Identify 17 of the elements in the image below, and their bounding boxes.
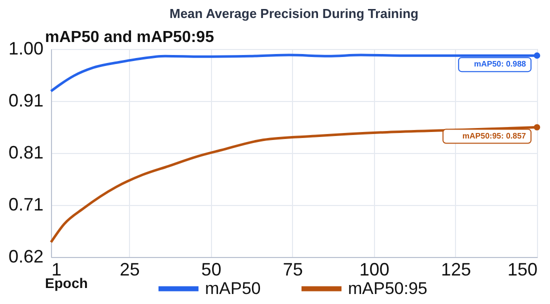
x-tick-label: 100 — [359, 260, 390, 280]
annotation: mAP50:95: 0.857 — [462, 131, 527, 140]
x-tick-label: 50 — [201, 260, 222, 280]
x-tick-label: 25 — [120, 260, 140, 280]
y-tick-label: 0.71 — [8, 194, 44, 214]
chart-subtitle: mAP50 and mAP50:95 — [45, 29, 214, 46]
y-tick-label: 1.00 — [8, 38, 44, 58]
annotation: mAP50: 0.988 — [474, 60, 527, 69]
y-tick-label: 0.81 — [8, 142, 44, 162]
legend-label: mAP50 — [205, 278, 261, 298]
x-tick-label: 150 — [507, 260, 538, 280]
legend-label: mAP50:95 — [348, 278, 428, 298]
y-tick-label: 0.91 — [8, 90, 44, 110]
chart-title: Mean Average Precision During Training — [170, 6, 419, 21]
x-tick-label: 75 — [282, 260, 303, 280]
y-tick-label: 0.62 — [8, 246, 44, 266]
x-tick-label: 125 — [440, 260, 471, 280]
